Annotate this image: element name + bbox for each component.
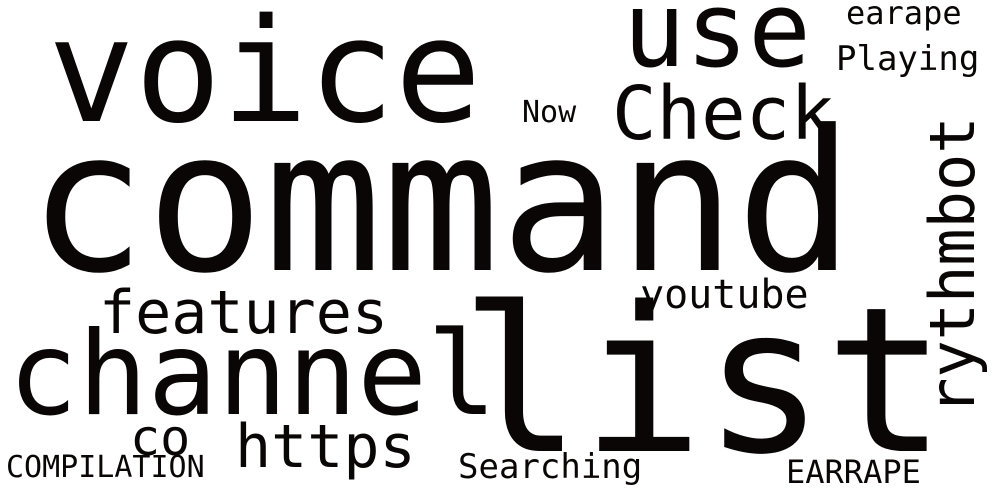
word-searching: Searching [458,447,643,487]
word-check: Check [612,71,835,157]
word-features: features [99,278,388,348]
word-rythmbot: rythmbot [916,116,989,415]
word-playing: Playing [836,39,980,79]
word-earrape: EARRAPE [786,453,921,491]
word-channel: channel [8,307,497,442]
word-co: co [130,409,191,467]
word-youtube: youtube [640,272,809,318]
word-earape: earape [846,0,962,32]
word-list: list [460,263,947,499]
word-command: command [28,89,855,317]
word-use: use [623,0,811,91]
word-compilation: COMPILATION [6,450,205,485]
word-now: Now [522,95,577,130]
word-https: https [235,412,416,482]
word-voice: voice [48,0,482,155]
